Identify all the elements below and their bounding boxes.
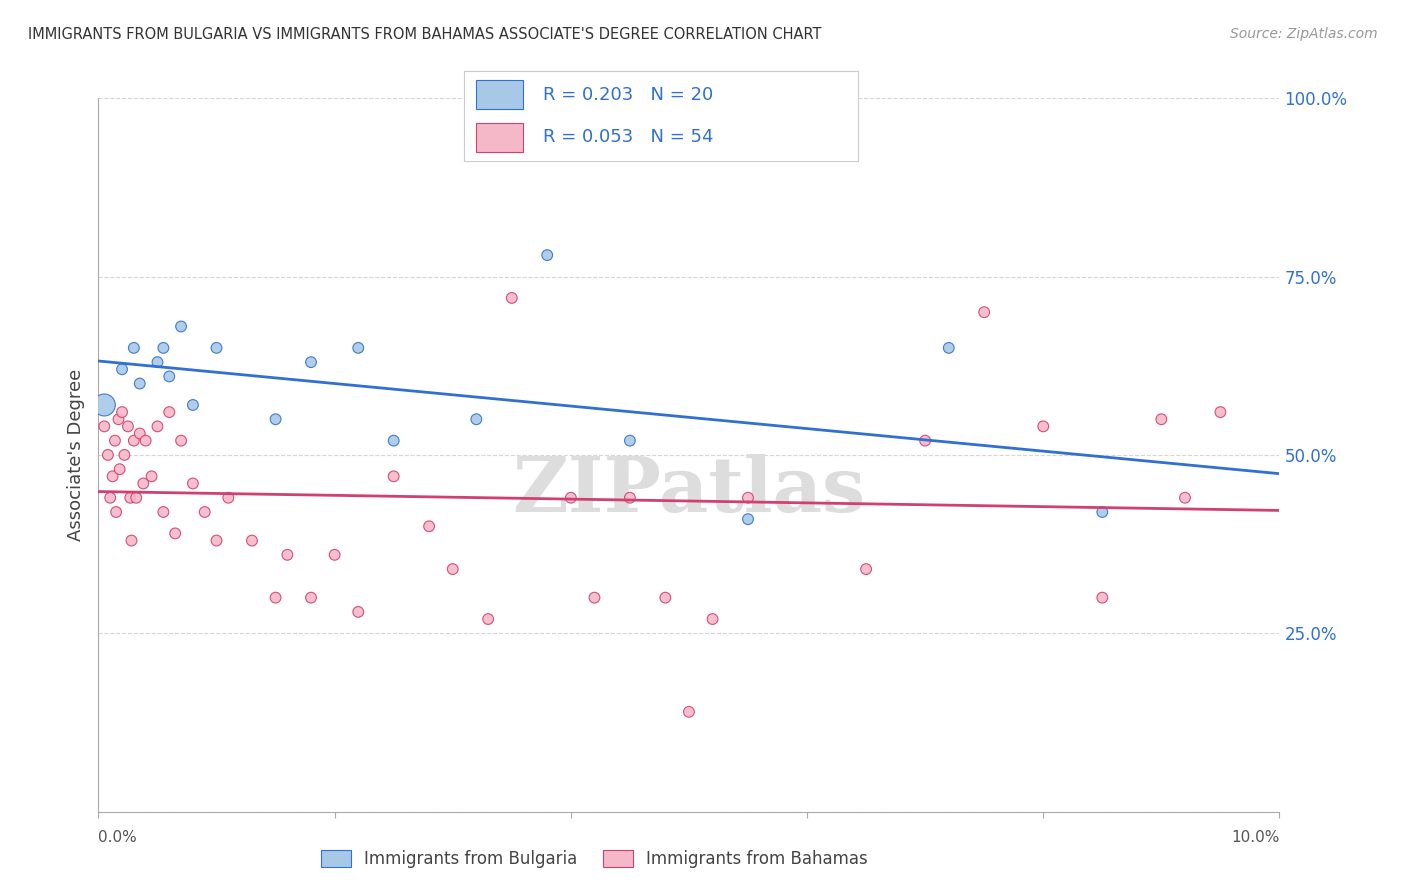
- Point: [678, 705, 700, 719]
- Point: [973, 305, 995, 319]
- Point: [170, 434, 193, 448]
- Point: [121, 533, 143, 548]
- Point: [135, 434, 157, 448]
- Text: 0.0%: 0.0%: [98, 830, 138, 845]
- Point: [299, 591, 322, 605]
- Point: [117, 419, 139, 434]
- Point: [141, 469, 163, 483]
- Point: [654, 591, 676, 605]
- Point: [737, 512, 759, 526]
- Point: [157, 369, 180, 384]
- Bar: [475, 80, 523, 109]
- Point: [1091, 591, 1114, 605]
- Point: [323, 548, 346, 562]
- Point: [465, 412, 488, 426]
- Point: [128, 426, 150, 441]
- Point: [132, 476, 155, 491]
- Point: [122, 341, 145, 355]
- Point: [120, 491, 142, 505]
- Point: [93, 419, 115, 434]
- Point: [194, 505, 217, 519]
- Point: [170, 319, 193, 334]
- Point: [276, 548, 298, 562]
- Point: [205, 341, 228, 355]
- Point: [97, 448, 120, 462]
- Point: [125, 491, 148, 505]
- Point: [382, 469, 405, 483]
- Point: [382, 434, 405, 448]
- Text: IMMIGRANTS FROM BULGARIA VS IMMIGRANTS FROM BAHAMAS ASSOCIATE'S DEGREE CORRELATI: IMMIGRANTS FROM BULGARIA VS IMMIGRANTS F…: [28, 27, 821, 42]
- Point: [146, 355, 169, 369]
- Point: [264, 412, 287, 426]
- Point: [107, 412, 129, 426]
- Point: [477, 612, 499, 626]
- Point: [1209, 405, 1232, 419]
- Point: [98, 491, 121, 505]
- Point: [157, 405, 180, 419]
- Point: [122, 434, 145, 448]
- Y-axis label: Associate's Degree: Associate's Degree: [66, 368, 84, 541]
- Point: [152, 505, 174, 519]
- Point: [418, 519, 440, 533]
- Point: [1091, 505, 1114, 519]
- Point: [217, 491, 239, 505]
- Point: [181, 476, 204, 491]
- Text: R = 0.203   N = 20: R = 0.203 N = 20: [543, 86, 713, 103]
- Point: [702, 612, 724, 626]
- Point: [111, 405, 134, 419]
- Point: [536, 248, 558, 262]
- Point: [181, 398, 204, 412]
- Point: [619, 491, 641, 505]
- Point: [938, 341, 960, 355]
- Point: [441, 562, 464, 576]
- Point: [165, 526, 187, 541]
- Text: R = 0.053   N = 54: R = 0.053 N = 54: [543, 128, 713, 146]
- Point: [112, 448, 135, 462]
- Point: [105, 505, 128, 519]
- Point: [108, 462, 131, 476]
- Point: [93, 398, 115, 412]
- Legend: Immigrants from Bulgaria, Immigrants from Bahamas: Immigrants from Bulgaria, Immigrants fro…: [315, 843, 875, 875]
- Point: [205, 533, 228, 548]
- Point: [1174, 491, 1197, 505]
- Point: [347, 341, 370, 355]
- Point: [152, 341, 174, 355]
- Point: [101, 469, 124, 483]
- Point: [855, 562, 877, 576]
- Point: [111, 362, 134, 376]
- Text: 10.0%: 10.0%: [1232, 830, 1279, 845]
- Point: [1150, 412, 1173, 426]
- Point: [583, 591, 606, 605]
- Point: [347, 605, 370, 619]
- Point: [914, 434, 936, 448]
- Point: [1032, 419, 1054, 434]
- Point: [299, 355, 322, 369]
- Point: [240, 533, 263, 548]
- Point: [737, 491, 759, 505]
- Text: Source: ZipAtlas.com: Source: ZipAtlas.com: [1230, 27, 1378, 41]
- Point: [619, 434, 641, 448]
- Bar: [475, 123, 523, 152]
- Point: [560, 491, 582, 505]
- Point: [146, 419, 169, 434]
- Text: ZIPatlas: ZIPatlas: [512, 454, 866, 527]
- Point: [128, 376, 150, 391]
- Point: [501, 291, 523, 305]
- Point: [264, 591, 287, 605]
- Point: [104, 434, 127, 448]
